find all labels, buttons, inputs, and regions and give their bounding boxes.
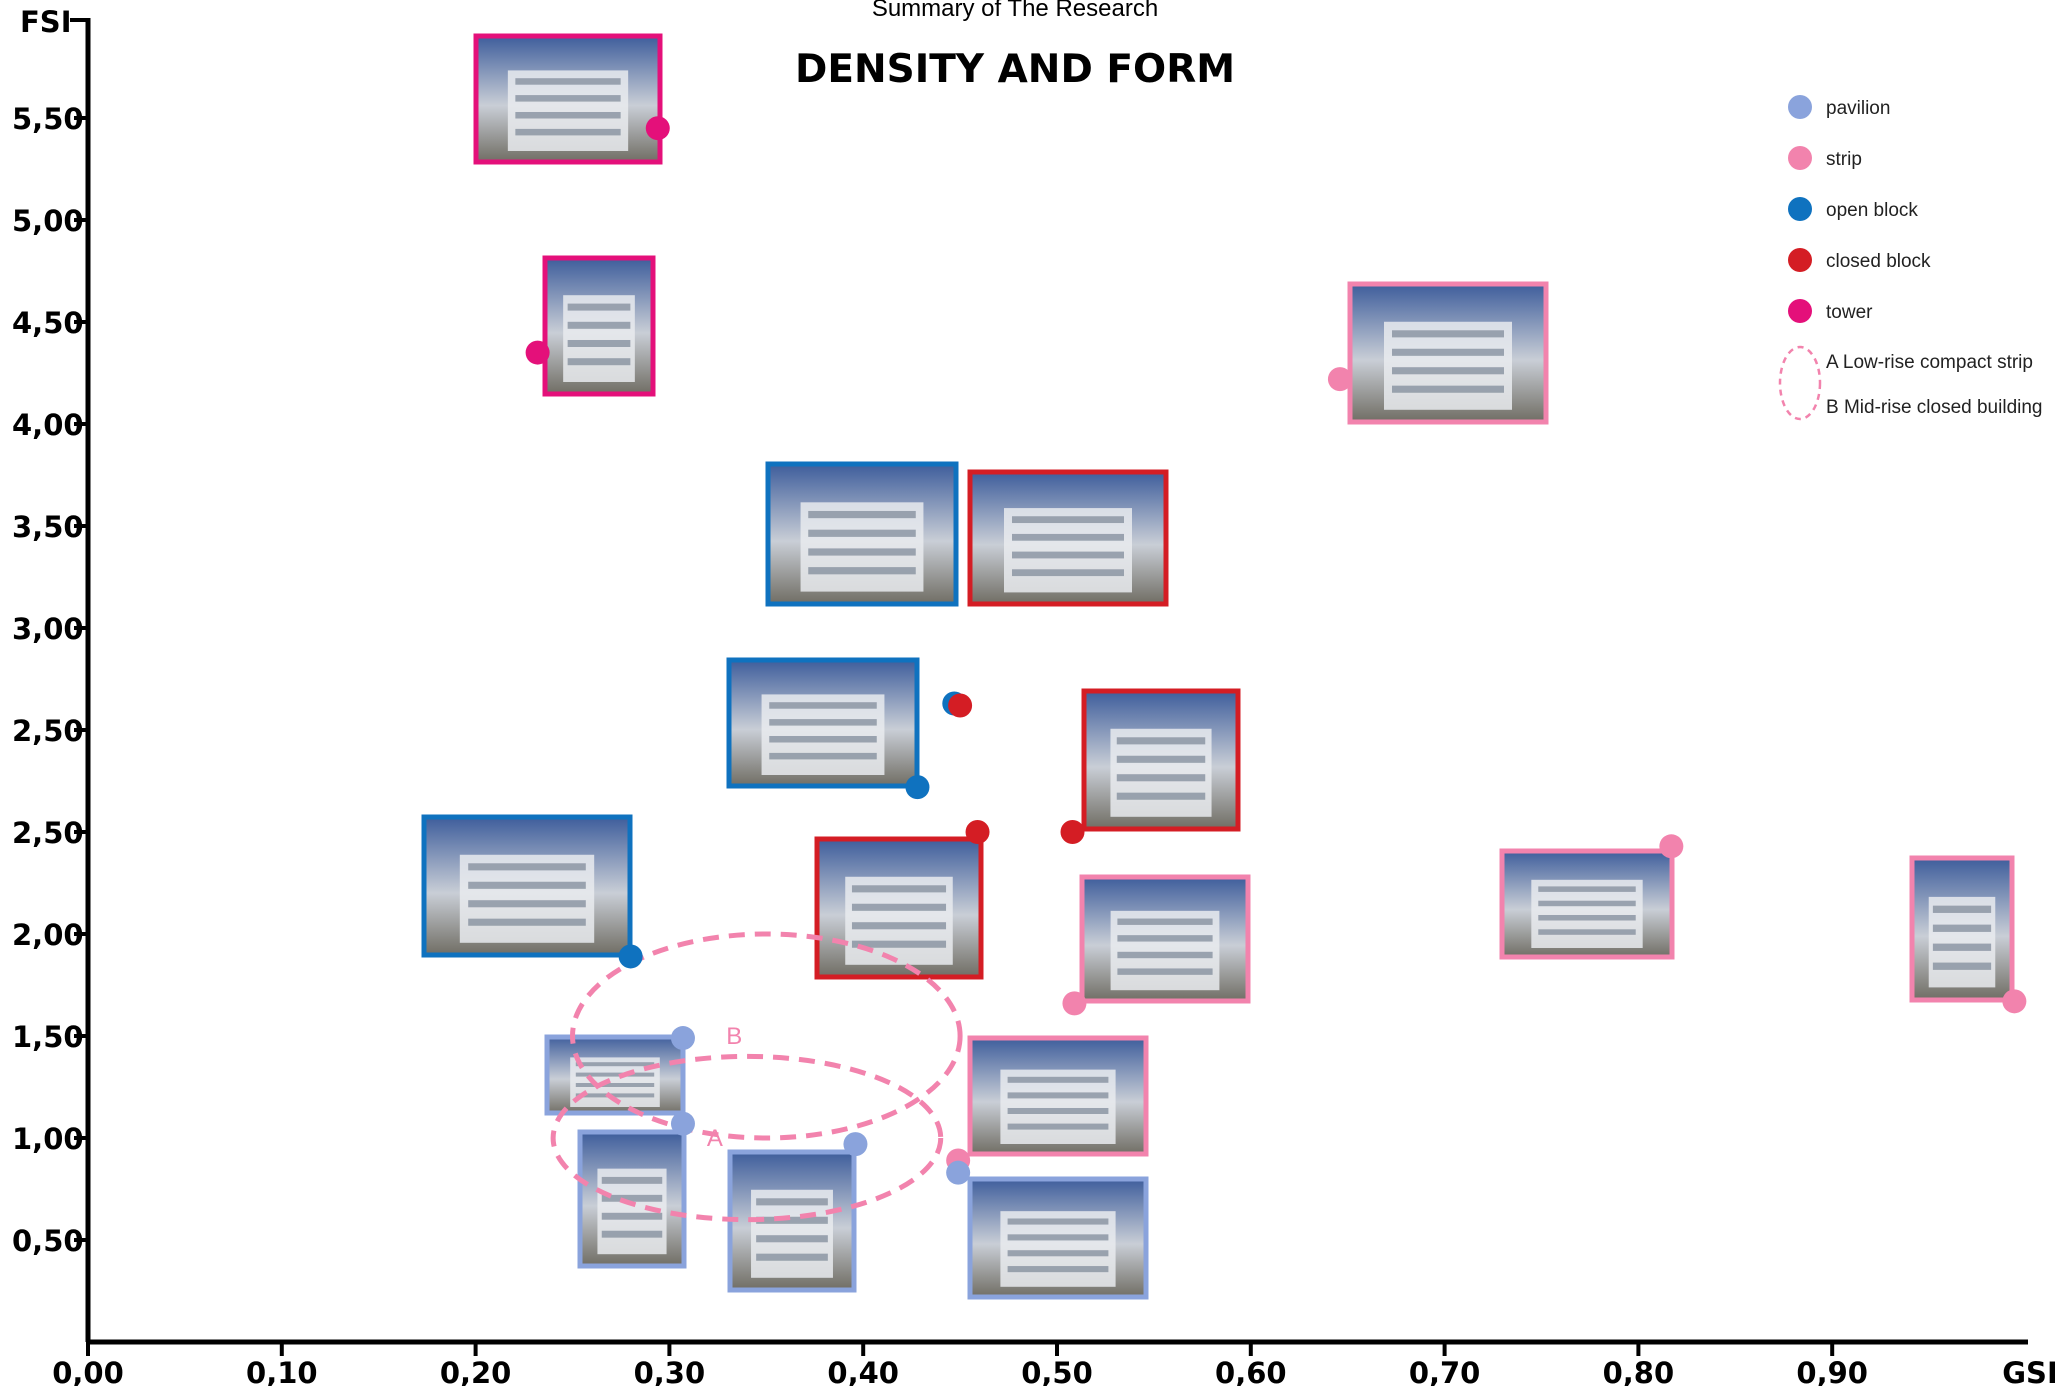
y-tick-label: 5,50 bbox=[12, 102, 84, 136]
region-label-b: B bbox=[726, 1023, 742, 1050]
photo-tower-b bbox=[542, 255, 656, 397]
x-tick-label: 0,70 bbox=[1409, 1356, 1481, 1386]
photo-tower-a bbox=[473, 33, 663, 165]
point-closed-block-7 bbox=[1060, 820, 1085, 844]
photo-strip-curved bbox=[967, 1035, 1149, 1157]
y-axis-label: FSI bbox=[20, 5, 72, 39]
point-pavilion-16 bbox=[946, 1160, 971, 1185]
x-tick-label: 0,40 bbox=[827, 1356, 899, 1386]
chart-subtitle: Summary of The Research bbox=[872, 0, 1158, 22]
x-axis-label: GSI bbox=[2002, 1356, 2055, 1386]
x-tick-label: 0,50 bbox=[1021, 1356, 1093, 1386]
y-tick-label: 1,50 bbox=[12, 1020, 84, 1054]
y-tick-label: 3,00 bbox=[12, 612, 84, 646]
y-tick-label: 4,00 bbox=[12, 408, 84, 442]
building-photos bbox=[421, 33, 2015, 1300]
photo-strip-balconies bbox=[1079, 874, 1251, 1004]
legend-region-label-b: B Mid-rise closed building bbox=[1826, 397, 2043, 418]
photo-open-block-complex bbox=[421, 814, 633, 958]
region-ellipse-b bbox=[570, 931, 963, 1141]
point-open-block-5 bbox=[905, 775, 930, 800]
legend-label-open-block: open block bbox=[1826, 200, 1918, 221]
chart-title: DENSITY AND FORM bbox=[795, 47, 1235, 92]
legend-label-closed-block: closed block bbox=[1826, 251, 1931, 272]
region-label-a: A bbox=[707, 1125, 723, 1152]
legend-marker-tower bbox=[1788, 299, 1812, 323]
legend: pavilion strip open block closed block tower… bbox=[1778, 95, 2043, 421]
legend-label-pavilion: pavilion bbox=[1826, 98, 1890, 119]
y-tick-label: 0,50 bbox=[12, 1224, 84, 1258]
photo-pavilion-c bbox=[727, 1149, 857, 1293]
data-points bbox=[525, 116, 2027, 1185]
photo-pavilion-b bbox=[577, 1129, 687, 1269]
x-tick-label: 0,10 bbox=[246, 1356, 318, 1386]
y-tick-label: 2,50 bbox=[12, 714, 84, 748]
photo-closed-block-8house bbox=[967, 469, 1169, 607]
legend-marker-pavilion bbox=[1788, 95, 1812, 119]
y-tick-label: 1,00 bbox=[12, 1122, 84, 1156]
point-strip-8 bbox=[1659, 834, 1684, 859]
legend-region-label-a: A Low-rise compact strip bbox=[1826, 352, 2033, 373]
point-tower-0 bbox=[645, 116, 670, 141]
photo-open-block-orange bbox=[726, 657, 920, 789]
point-strip-2 bbox=[1327, 367, 1352, 392]
photo-pavilion-d bbox=[967, 1176, 1149, 1300]
point-open-block-9 bbox=[618, 944, 643, 969]
x-tick-label: 0,20 bbox=[440, 1356, 512, 1386]
point-strip-10 bbox=[1062, 991, 1087, 1016]
photo-closed-block-stripes bbox=[814, 836, 984, 980]
point-pavilion-14 bbox=[843, 1132, 868, 1157]
photo-strip-terrace bbox=[1499, 848, 1675, 960]
region-ellipses: AB bbox=[550, 931, 963, 1223]
x-tick-label: 0,30 bbox=[634, 1356, 706, 1386]
axes: 0,00 0,10 0,20 0,30 0,40 0,50 0,60 0,70 0,80 0,90… bbox=[12, 5, 2055, 1386]
y-tick-label: 2,50 bbox=[12, 816, 84, 850]
point-pavilion-12 bbox=[670, 1026, 695, 1051]
region-ellipse-a bbox=[550, 1053, 944, 1223]
y-tick-label: 2,00 bbox=[12, 918, 84, 952]
x-tick-label: 0,80 bbox=[1603, 1356, 1675, 1386]
y-tick-label: 3,50 bbox=[12, 510, 84, 544]
photo-strip-white bbox=[1909, 855, 2015, 1003]
point-closed-block-4 bbox=[948, 693, 973, 718]
legend-marker-closed-block bbox=[1788, 248, 1812, 272]
photo-strip-slab bbox=[1347, 281, 1549, 425]
legend-marker-strip bbox=[1788, 146, 1812, 170]
point-pavilion-13 bbox=[670, 1111, 695, 1136]
x-tick-label: 0,90 bbox=[1796, 1356, 1868, 1386]
legend-label-strip: strip bbox=[1826, 149, 1862, 170]
y-tick-label: 5,00 bbox=[12, 204, 84, 238]
point-closed-block-6 bbox=[965, 820, 990, 844]
point-strip-11 bbox=[2002, 989, 2027, 1014]
x-tick-label: 0,60 bbox=[1215, 1356, 1287, 1386]
photo-closed-block-white bbox=[1081, 688, 1241, 832]
legend-marker-open-block bbox=[1788, 197, 1812, 221]
photo-pavilion-a bbox=[544, 1034, 686, 1116]
legend-region-marker bbox=[1778, 345, 1822, 421]
photo-open-block-mountain bbox=[765, 461, 959, 607]
point-tower-1 bbox=[525, 340, 550, 365]
legend-label-tower: tower bbox=[1826, 302, 1873, 323]
y-tick-label: 4,50 bbox=[12, 306, 84, 340]
x-tick-label: 0,00 bbox=[52, 1356, 124, 1386]
